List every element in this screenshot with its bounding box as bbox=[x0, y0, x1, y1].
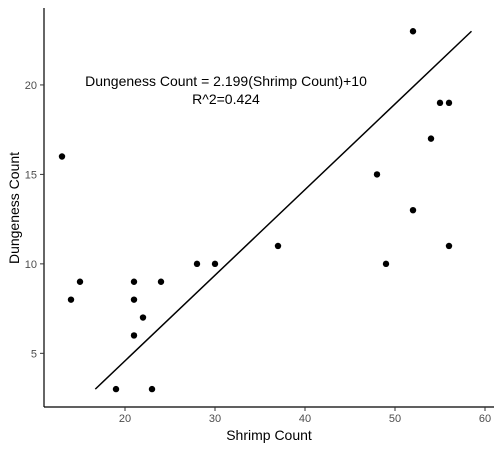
y-tick-label: 10 bbox=[25, 259, 37, 271]
x-tick-label: 40 bbox=[299, 413, 311, 425]
data-point bbox=[274, 242, 282, 250]
data-point bbox=[445, 99, 453, 107]
data-point bbox=[112, 385, 120, 393]
data-point bbox=[193, 260, 201, 268]
data-point bbox=[157, 278, 165, 285]
data-point bbox=[409, 206, 417, 214]
x-tick-label: 60 bbox=[479, 413, 491, 425]
data-point bbox=[67, 296, 75, 303]
r-squared-annotation: R^2=0.424 bbox=[192, 91, 260, 107]
plot-area bbox=[58, 28, 473, 393]
x-tick-label: 20 bbox=[119, 413, 131, 425]
data-point bbox=[382, 260, 390, 268]
y-tick-label: 15 bbox=[25, 169, 37, 181]
x-axis-title: Shrimp Count bbox=[226, 427, 312, 443]
data-point bbox=[58, 153, 66, 160]
data-point bbox=[130, 278, 138, 285]
x-axis-ticks: 20 30 40 50 60 bbox=[119, 407, 491, 425]
x-tick-label: 30 bbox=[209, 413, 221, 425]
y-tick-label: 20 bbox=[25, 80, 37, 92]
data-point bbox=[139, 314, 147, 321]
data-point bbox=[445, 242, 453, 250]
data-point bbox=[211, 260, 219, 268]
data-point bbox=[427, 135, 435, 142]
data-point bbox=[76, 278, 84, 285]
y-tick-label: 5 bbox=[31, 348, 37, 360]
data-point bbox=[373, 171, 381, 178]
data-point bbox=[130, 296, 138, 303]
equation-annotation: Dungeness Count = 2.199(Shrimp Count)+10 bbox=[85, 73, 367, 89]
y-axis-title: Dungeness Count bbox=[6, 152, 22, 264]
x-tick-label: 50 bbox=[389, 413, 401, 425]
regression-line bbox=[94, 30, 473, 390]
data-point bbox=[148, 385, 156, 393]
y-axis-ticks: 5 10 15 20 bbox=[25, 80, 44, 360]
data-point bbox=[130, 332, 138, 339]
data-point bbox=[409, 28, 417, 35]
data-point bbox=[436, 99, 444, 107]
